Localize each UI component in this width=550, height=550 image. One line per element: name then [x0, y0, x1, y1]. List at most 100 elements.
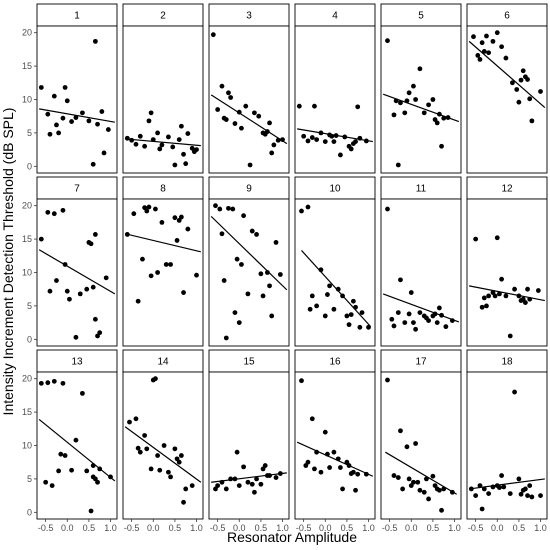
regression-line [124, 426, 202, 483]
data-point [518, 77, 524, 83]
data-point [181, 151, 186, 157]
data-point [73, 334, 79, 340]
data-point [417, 310, 423, 315]
data-point [92, 316, 98, 322]
data-point [73, 437, 79, 443]
data-point [522, 300, 528, 305]
data-point [219, 231, 225, 237]
data-point [391, 473, 397, 478]
data-point [355, 471, 361, 477]
data-point [529, 494, 535, 500]
data-point [239, 262, 244, 267]
data-point [230, 206, 236, 212]
data-point [249, 481, 255, 487]
panel-border [294, 371, 376, 520]
x-tick-label: -0.5 [468, 523, 484, 533]
data-point [391, 323, 397, 329]
data-point [357, 324, 363, 330]
regression-line [38, 418, 116, 482]
data-point [210, 32, 216, 38]
data-point [223, 335, 229, 341]
regression-line [211, 472, 287, 483]
panel-border [208, 371, 290, 520]
x-tick-label: 1.0 [362, 523, 375, 533]
regression-line [210, 94, 288, 145]
data-point [155, 130, 160, 136]
data-point [232, 121, 238, 126]
data-point [338, 465, 343, 470]
facet-panel-3: 3 [208, 3, 290, 174]
y-tick-label: 0 [27, 507, 32, 517]
data-point [312, 466, 317, 472]
data-point [95, 479, 100, 485]
data-point [144, 446, 150, 452]
data-point [166, 469, 171, 475]
data-point [153, 376, 158, 382]
data-point [497, 291, 502, 297]
facet-strip-label: 3 [246, 11, 252, 22]
data-point [54, 122, 59, 128]
facet-panel-7: 7 0 5 10 15 20 [22, 176, 118, 347]
data-point [60, 207, 66, 213]
data-point [172, 215, 178, 221]
data-point [481, 486, 487, 492]
data-point [249, 228, 255, 234]
regression-line [469, 478, 545, 490]
facet-strip-label: 12 [501, 184, 513, 195]
data-point [176, 137, 182, 142]
data-point [95, 121, 100, 127]
facet-panel-2: 2 [122, 3, 204, 174]
data-point [217, 206, 223, 212]
data-point [168, 262, 173, 267]
data-point [84, 468, 90, 474]
facet-strip-label: 4 [332, 11, 338, 22]
x-tick-label: 0.5 [169, 523, 182, 533]
data-point [47, 131, 53, 137]
facet-strip-label: 5 [418, 11, 424, 22]
data-point [127, 419, 132, 425]
data-point [219, 83, 225, 89]
data-point [494, 30, 500, 36]
data-point [492, 293, 498, 299]
x-tick-label: 1.0 [276, 523, 289, 533]
data-point [439, 507, 444, 513]
data-point [67, 296, 72, 302]
x-tick-label: 0.5 [83, 523, 96, 533]
data-point [43, 479, 49, 485]
panel-border [466, 198, 548, 347]
data-point [241, 213, 246, 219]
data-point [484, 303, 489, 309]
regression-line [301, 250, 372, 328]
x-tick-label: -0.5 [124, 523, 140, 533]
data-point [241, 464, 246, 470]
data-point [408, 290, 414, 295]
x-tick-label: 0.5 [513, 523, 526, 533]
y-tick-label: 10 [22, 441, 32, 451]
data-point [479, 40, 485, 46]
data-point [318, 469, 324, 475]
data-point [148, 110, 154, 116]
data-point [234, 256, 240, 262]
panel-border [380, 198, 462, 347]
data-point [38, 380, 44, 386]
data-point [415, 479, 421, 485]
data-point [497, 485, 502, 490]
data-point [243, 103, 249, 109]
data-point [535, 288, 541, 293]
data-point [525, 493, 530, 499]
data-point [426, 318, 431, 324]
data-point [439, 143, 444, 149]
data-point [479, 506, 485, 512]
facet-strip-label: 13 [71, 357, 83, 368]
data-point [88, 241, 94, 247]
data-point [400, 486, 406, 492]
panel-border [380, 25, 462, 174]
data-point [477, 57, 483, 62]
facet-strip-label: 2 [160, 11, 166, 22]
data-point [64, 98, 70, 104]
data-point [273, 240, 279, 245]
facet-panel-17: 17 -0.5 0.0 0.5 1.0 [380, 349, 462, 533]
data-point [309, 293, 315, 299]
regression-line [296, 441, 374, 477]
